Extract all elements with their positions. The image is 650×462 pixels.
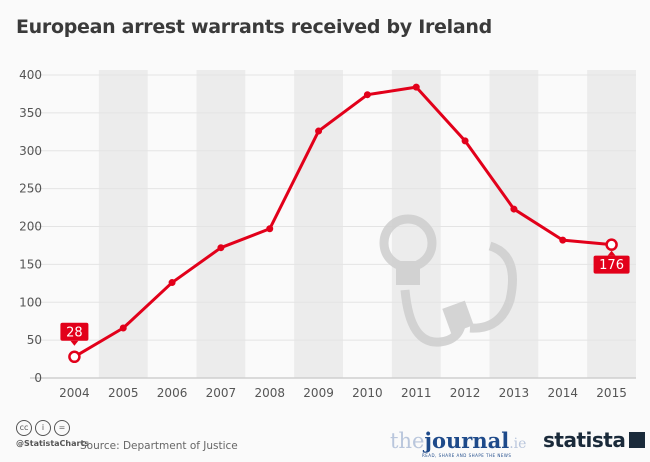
x-tick-label: 2014 xyxy=(547,386,578,400)
handcuff-lock xyxy=(396,261,420,285)
handcuff-lock xyxy=(442,300,474,334)
column-band xyxy=(294,70,343,378)
y-tick-label: 0 xyxy=(34,371,42,385)
x-tick-label: 2013 xyxy=(499,386,530,400)
data-label-pointer xyxy=(607,250,616,256)
data-point xyxy=(266,225,274,233)
column-band xyxy=(98,70,148,378)
data-point xyxy=(217,244,225,252)
source-text: Source: Department of Justice xyxy=(80,440,238,452)
statista-handle: @StatistaCharts xyxy=(16,439,90,448)
x-tick-label: 2012 xyxy=(450,386,481,400)
y-tick-label: 100 xyxy=(19,295,42,309)
data-point xyxy=(412,83,420,91)
data-point xyxy=(168,279,176,287)
data-label-pointer xyxy=(70,340,79,346)
line-chart: 0 50 100 150 200 250 300 350 400 2004 2005 2006 2007… xyxy=(19,68,636,400)
attribution-icon: i xyxy=(35,420,51,436)
column-band xyxy=(587,70,636,378)
data-point xyxy=(315,127,323,135)
statista-logo[interactable]: statista xyxy=(543,428,646,452)
x-tick-label: 2005 xyxy=(108,386,139,400)
data-point xyxy=(461,137,469,145)
x-tick-label: 2011 xyxy=(401,386,432,400)
y-tick-label: 400 xyxy=(19,68,42,82)
x-tick-label: 2008 xyxy=(254,386,285,400)
handcuff-ring xyxy=(469,241,517,333)
x-tick-label: 2004 xyxy=(59,386,90,400)
data-label: 176 xyxy=(599,258,624,273)
handcuff-chain xyxy=(400,289,467,347)
no-derivatives-icon: = xyxy=(54,420,70,436)
data-point xyxy=(559,236,567,244)
cc-icon: cc xyxy=(16,420,32,436)
data-point xyxy=(68,350,81,364)
thejournal-logo[interactable]: thejournal.ie xyxy=(390,428,527,453)
x-tick-label: 2010 xyxy=(352,386,383,400)
data-label-box xyxy=(593,255,630,274)
thejournal-tagline: READ, SHARE AND SHAPE THE NEWS xyxy=(422,453,512,458)
x-tick-label: 2009 xyxy=(303,386,334,400)
y-tick-label: 50 xyxy=(27,333,42,347)
y-tick-label: 250 xyxy=(19,182,42,196)
data-line xyxy=(73,85,612,359)
y-tick-label: 300 xyxy=(19,144,42,158)
data-label-box xyxy=(60,322,89,341)
y-tick-label: 350 xyxy=(19,106,42,120)
y-tick-label: 150 xyxy=(19,257,42,271)
license-block: cc i = @StatistaCharts xyxy=(16,420,89,448)
x-tick-label: 2007 xyxy=(206,386,237,400)
data-point xyxy=(510,205,518,213)
column-band xyxy=(196,70,246,378)
y-tick-label: 200 xyxy=(19,220,42,234)
x-tick-label: 2015 xyxy=(596,386,627,400)
handcuffs-icon xyxy=(379,214,517,347)
data-point xyxy=(119,324,127,332)
column-band xyxy=(489,70,539,378)
x-tick-label: 2006 xyxy=(157,386,188,400)
chart-title: European arrest warrants received by Ire… xyxy=(16,16,492,38)
data-point xyxy=(605,238,618,251)
data-point xyxy=(363,91,371,99)
data-label: 28 xyxy=(66,325,83,340)
statista-mark-icon xyxy=(629,432,646,448)
